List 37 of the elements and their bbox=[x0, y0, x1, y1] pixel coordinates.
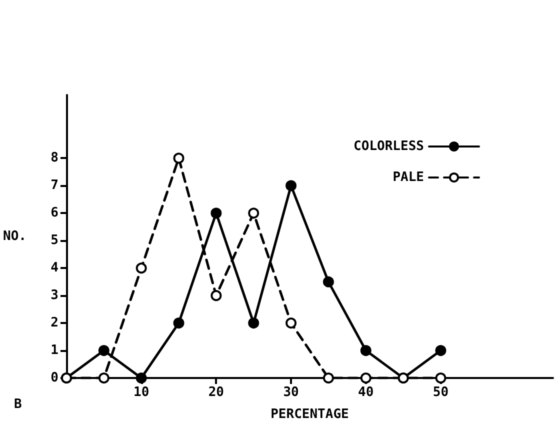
point bbox=[322, 372, 334, 384]
y-tick-label: 2 bbox=[50, 316, 58, 331]
x-axis-title: PERCENTAGE bbox=[270, 407, 349, 422]
y-tick-label: 4 bbox=[50, 260, 59, 276]
legend-label: COLORLESS bbox=[354, 139, 424, 154]
point bbox=[210, 208, 222, 219]
y-tick-label: 5 bbox=[50, 233, 58, 248]
point bbox=[286, 180, 297, 192]
y-tick-label: 8 bbox=[50, 150, 59, 166]
point bbox=[360, 345, 372, 356]
x-tick-label: 50 bbox=[432, 385, 449, 400]
point bbox=[248, 318, 260, 329]
point bbox=[136, 372, 147, 384]
point bbox=[435, 372, 446, 384]
x-tick-label: 20 bbox=[208, 385, 224, 400]
point bbox=[98, 345, 110, 356]
y-tick-label: 6 bbox=[50, 206, 59, 221]
point bbox=[435, 345, 446, 356]
text: B bbox=[14, 397, 22, 412]
point bbox=[98, 372, 110, 384]
legend-label: PALE bbox=[392, 170, 424, 185]
y-tick-label: 7 bbox=[50, 178, 58, 194]
point bbox=[210, 290, 222, 302]
x-tick-label: 10 bbox=[134, 385, 150, 400]
point bbox=[360, 372, 372, 384]
y-axis-title: NO. bbox=[2, 229, 26, 244]
y-tick-label: 1 bbox=[50, 343, 59, 358]
x-tick-label: 30 bbox=[283, 385, 300, 400]
point bbox=[173, 318, 184, 329]
point bbox=[173, 152, 184, 164]
point bbox=[322, 276, 334, 288]
x-tick-label: 40 bbox=[358, 385, 374, 400]
point bbox=[136, 262, 147, 274]
y-tick-label: 0 bbox=[50, 370, 59, 386]
point bbox=[286, 318, 297, 329]
point bbox=[248, 208, 260, 219]
y-tick-label: 3 bbox=[50, 288, 58, 304]
